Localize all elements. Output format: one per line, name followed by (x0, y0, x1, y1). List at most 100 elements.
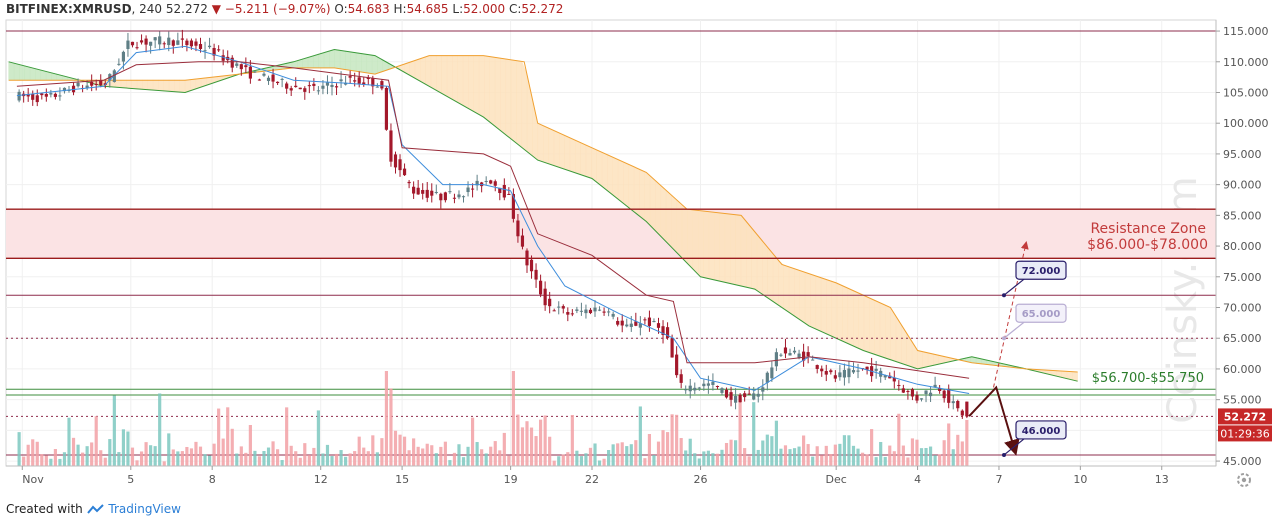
volume-bar (461, 457, 466, 466)
last-price: 52.272 (165, 2, 208, 16)
price-tick-label: 75.000 (1223, 271, 1262, 284)
cloud-segment (473, 55, 480, 116)
volume-bar (121, 429, 126, 466)
volume-bar (226, 407, 230, 466)
candle-body (516, 220, 520, 237)
candle-body (584, 309, 588, 314)
cloud-segment (345, 50, 352, 71)
volume-bar (575, 450, 579, 466)
volume-bar (511, 371, 515, 466)
tenkan-line (16, 45, 970, 394)
candle-body (507, 193, 511, 195)
candle-body (99, 80, 103, 86)
candle-body (928, 392, 933, 397)
cloud-segment (35, 68, 42, 81)
candle-body (566, 312, 570, 315)
cloud-segment (537, 122, 544, 163)
cloud-segment (355, 52, 362, 73)
candle-body (307, 85, 311, 87)
candle-body (847, 368, 851, 378)
cloud-segment (468, 55, 475, 113)
resistance-title-label: Resistance Zone (1090, 221, 1206, 237)
candle-body (820, 368, 824, 372)
candle-body (561, 306, 565, 309)
cloud-segment (168, 79, 175, 93)
candle-body (285, 83, 289, 89)
volume-bar (851, 445, 856, 466)
candle-body (947, 388, 951, 403)
candle-body (602, 311, 606, 313)
price-tick-label: 115.000 (1223, 25, 1269, 38)
cloud-segment (585, 144, 592, 179)
candle-body (71, 85, 76, 93)
cloud-segment (478, 55, 485, 119)
volume-bar (71, 437, 76, 466)
gear-center (1241, 477, 1247, 483)
candle-body (276, 81, 280, 84)
candle-body (321, 85, 325, 89)
volume-bar (706, 450, 710, 466)
candle-body (539, 280, 543, 295)
cloud-segment (612, 156, 619, 200)
volume-bar (815, 446, 819, 466)
volume-bar (334, 453, 339, 466)
candle-body (783, 347, 788, 354)
volume-bar (375, 452, 379, 466)
resistance-zone (6, 209, 1216, 259)
candle-body (416, 187, 420, 195)
cloud-segment (542, 125, 549, 165)
cloud-segment (687, 208, 694, 270)
volume-bar (439, 446, 443, 466)
candle-body (956, 400, 960, 409)
volume-bar (434, 453, 438, 466)
volume-bar (452, 452, 457, 466)
tradingview-link[interactable]: TradingView (108, 502, 181, 516)
chart-header: BITFINEX:XMRUSD, 240 52.272 ▼ −5.211 (−9… (6, 2, 563, 16)
volume-bar (783, 445, 788, 466)
volume-bar (339, 450, 343, 466)
candle-body (452, 197, 457, 199)
cloud-segment (708, 211, 715, 281)
time-tick-label: 12 (314, 473, 328, 486)
time-tick-label: 13 (1155, 473, 1169, 486)
volume-bar (938, 454, 942, 466)
tradingview-logo-icon[interactable] (86, 503, 105, 514)
settings-gear-icon[interactable] (1237, 473, 1251, 487)
candle-body (634, 321, 638, 326)
candle-body (135, 47, 139, 49)
candle-body (353, 80, 357, 82)
volume-bar (402, 436, 407, 466)
candle-body (665, 327, 670, 338)
volume-bar (743, 448, 747, 466)
cloud-segment (868, 297, 875, 355)
candle-body (366, 77, 370, 80)
candle-body (371, 78, 375, 87)
cloud-segment (777, 259, 785, 310)
price-tick-label: 110.000 (1223, 56, 1269, 69)
candle-body (94, 83, 98, 85)
cloud-segment (761, 239, 768, 299)
high-value: 54.685 (406, 2, 449, 16)
cloud-segment (558, 132, 565, 170)
volume-bar (217, 408, 221, 466)
candle-body (756, 393, 760, 397)
candle-body (439, 193, 443, 201)
volume-bar (502, 432, 506, 466)
cloud-segment (756, 233, 763, 295)
candle-body (915, 395, 919, 401)
cloud-segment (510, 59, 517, 144)
cloud-segment (660, 184, 667, 243)
volume-bar (26, 444, 30, 466)
volume-bar (158, 393, 162, 466)
candle-body (661, 326, 665, 336)
volume-bar (729, 439, 733, 466)
volume-bar (149, 445, 153, 466)
candle-body (638, 323, 642, 328)
candle-body (289, 88, 293, 91)
candle-body (339, 79, 343, 82)
price-tick-label: 80.000 (1223, 240, 1262, 253)
time-tick-label: 19 (504, 473, 518, 486)
cloud-segment (24, 65, 31, 81)
